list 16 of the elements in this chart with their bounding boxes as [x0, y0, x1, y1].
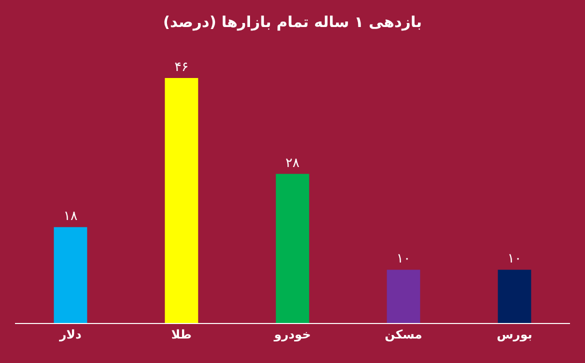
bar [164, 78, 198, 323]
x-tick-label: دلار [58, 327, 82, 342]
bar [276, 174, 310, 323]
x-tick-label: طلا [171, 327, 192, 342]
bar [498, 270, 532, 323]
data-label: ۴۶ [174, 60, 188, 75]
x-tick-label: بورس [496, 327, 532, 342]
x-tick-label: مسکن [384, 327, 422, 342]
x-tick-label: خودرو [273, 327, 311, 342]
data-label: ۱۸ [64, 209, 78, 224]
data-label: ۱۰ [396, 252, 410, 267]
chart-title: بازدهی ۱ ساله تمام بازارها (درصد) [163, 12, 422, 31]
bar [386, 270, 420, 323]
bar [54, 227, 88, 323]
data-label: ۱۰ [508, 252, 522, 267]
data-label: ۲۸ [286, 156, 300, 171]
